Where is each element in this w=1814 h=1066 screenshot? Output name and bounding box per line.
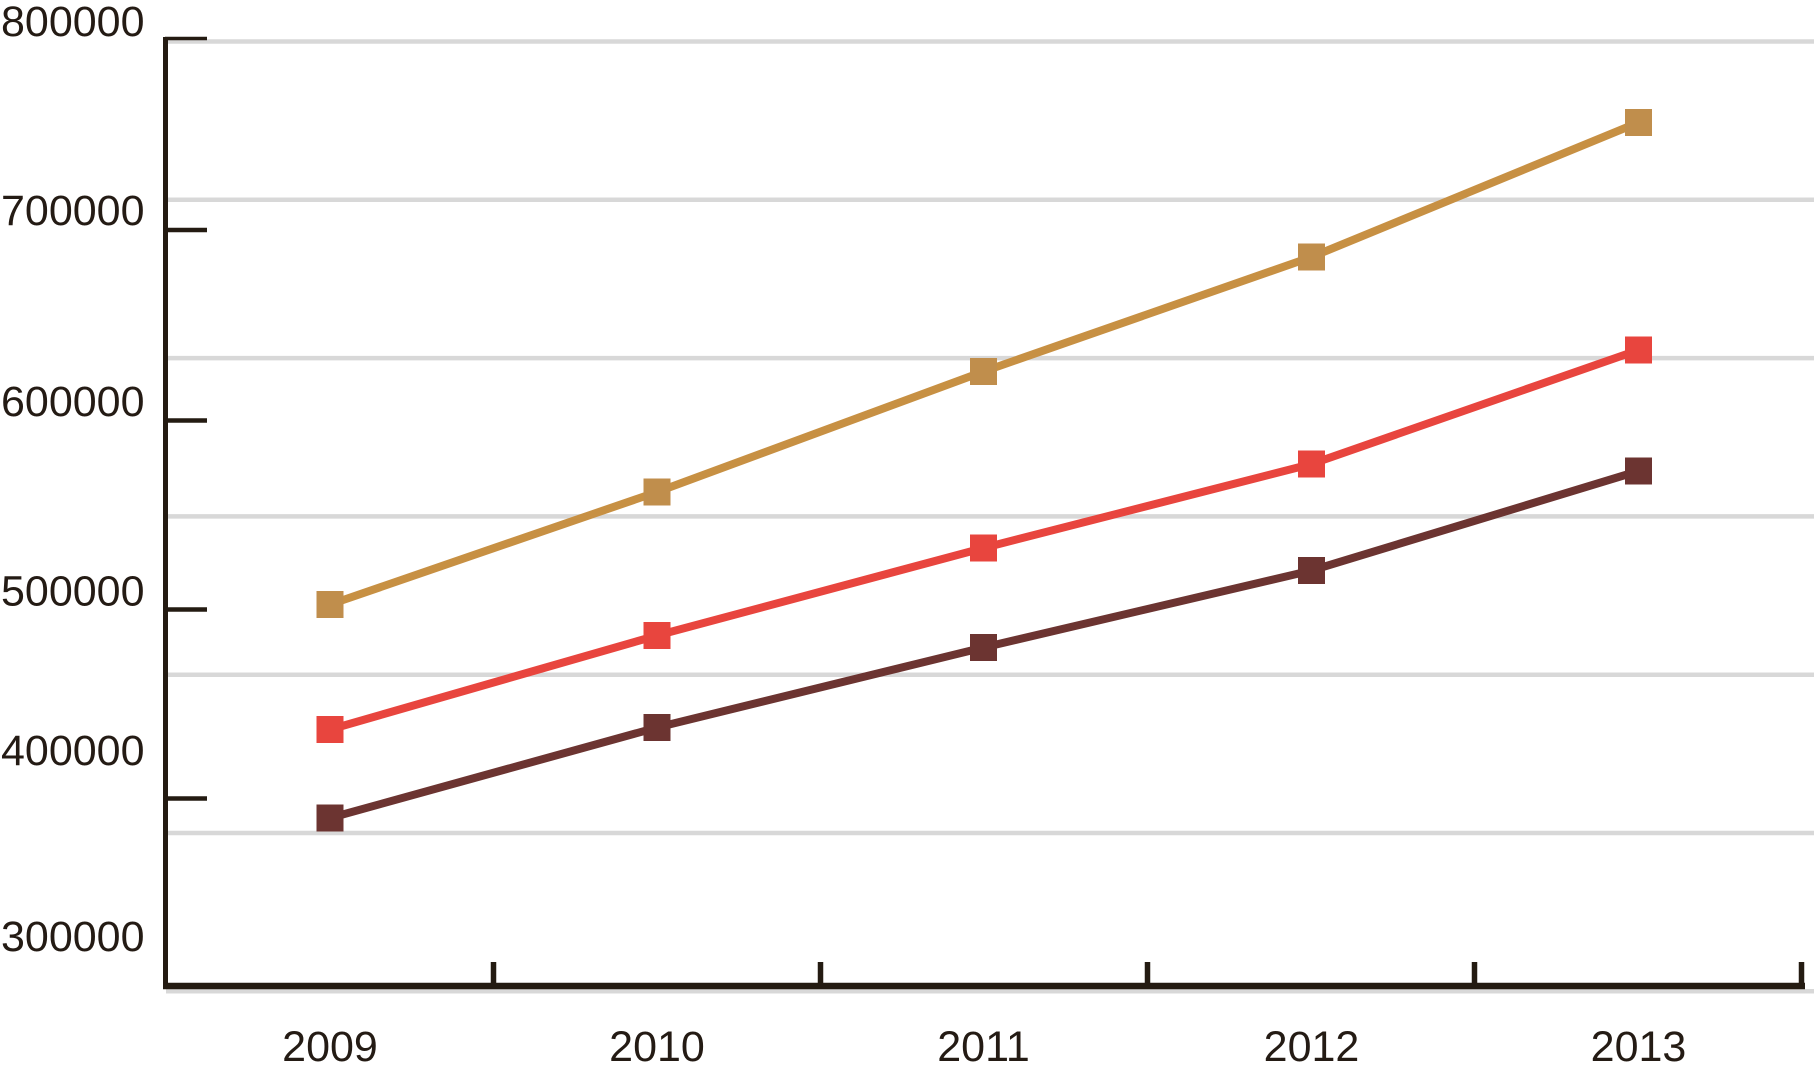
svg-text:500000: 500000	[1, 568, 145, 616]
svg-text:600000: 600000	[1, 378, 145, 426]
svg-text:2010: 2010	[609, 1023, 705, 1066]
svg-text:2011: 2011	[937, 1023, 1029, 1066]
svg-text:2012: 2012	[1264, 1023, 1360, 1066]
svg-text:2013: 2013	[1591, 1023, 1687, 1066]
svg-text:300000: 300000	[1, 913, 145, 961]
svg-text:400000: 400000	[1, 727, 145, 775]
svg-text:2009: 2009	[282, 1023, 378, 1066]
svg-text:700000: 700000	[1, 187, 145, 235]
svg-text:800000: 800000	[1, 0, 145, 46]
